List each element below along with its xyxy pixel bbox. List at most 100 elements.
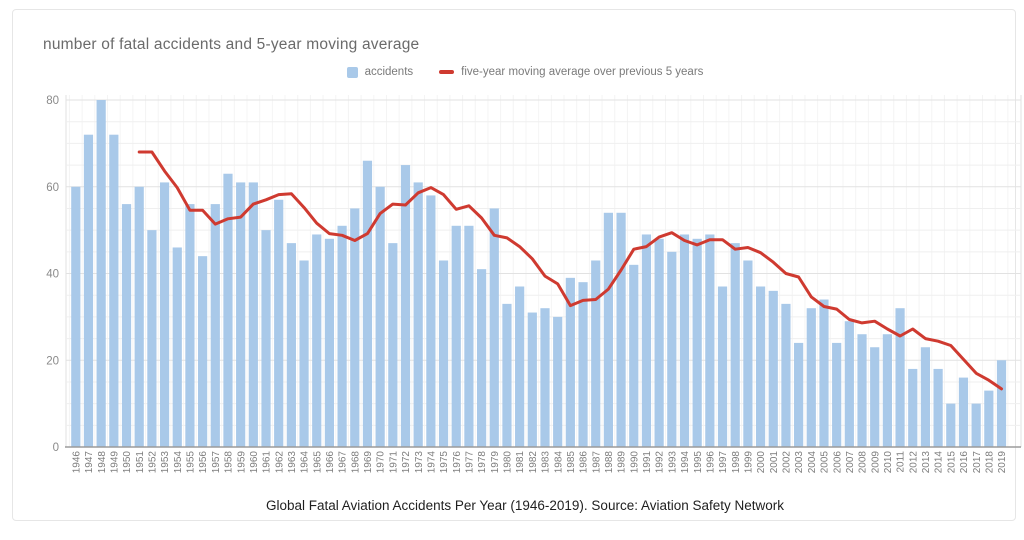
x-tick-label-1948: 1948 (97, 451, 108, 474)
x-tick-label-2004: 2004 (807, 451, 818, 474)
chart-caption: Global Fatal Aviation Accidents Per Year… (265, 498, 785, 513)
x-tick-label-2009: 2009 (870, 451, 881, 474)
x-tick-label-1967: 1967 (338, 451, 349, 474)
x-tick-label-2000: 2000 (756, 451, 767, 474)
x-tick-label-1984: 1984 (553, 451, 564, 474)
x-tick-label-1986: 1986 (579, 451, 590, 474)
bar-2009 (870, 347, 880, 447)
x-tick-label-1981: 1981 (515, 451, 526, 474)
x-tick-label-2017: 2017 (972, 451, 983, 474)
bar-1997 (717, 286, 728, 447)
x-tick-label-2002: 2002 (782, 451, 793, 474)
bar-1982 (527, 312, 537, 447)
moving-average-line (137, 150, 1003, 391)
bar-1981 (515, 286, 525, 447)
x-tick-label-2006: 2006 (832, 451, 843, 474)
bar-2018 (984, 390, 994, 447)
chart-title: number of fatal accidents and 5-year mov… (43, 36, 420, 53)
bar-1963 (286, 243, 296, 447)
bar-1947 (83, 134, 94, 447)
bar-1956 (198, 256, 208, 447)
bar-1948 (96, 100, 106, 447)
x-tick-label-1985: 1985 (566, 451, 577, 474)
x-tick-label-1982: 1982 (528, 451, 539, 474)
x-tick-label-1989: 1989 (617, 451, 628, 474)
bar-2004 (806, 308, 816, 447)
x-tick-label-2011: 2011 (896, 451, 907, 473)
chart-card: number of fatal accidents and 5-year mov… (12, 9, 1022, 521)
bar-1957 (210, 204, 220, 447)
y-tick-labels: 0 20 40 60 80 (46, 95, 59, 454)
bar-1979 (489, 208, 499, 447)
bar-2016 (958, 377, 969, 447)
x-tick-label-1974: 1974 (426, 451, 437, 474)
bar-2008 (857, 334, 867, 447)
x-tick-label-1963: 1963 (287, 451, 298, 474)
x-tick-label-1970: 1970 (376, 451, 387, 474)
bar-2001 (768, 290, 778, 447)
bar-1984 (553, 316, 563, 447)
legend-label-accidents: accidents (364, 66, 414, 78)
bar-1976 (451, 225, 461, 447)
x-tick-label-1951: 1951 (135, 451, 146, 474)
x-tick-label-1958: 1958 (224, 451, 235, 474)
bar-1969 (362, 160, 373, 447)
bar-1973 (413, 182, 423, 447)
bar-1962 (274, 199, 284, 447)
x-tick-label-1977: 1977 (465, 451, 476, 474)
bar-1971 (388, 243, 398, 447)
bar-1999 (743, 260, 753, 447)
bar-1991 (641, 234, 652, 447)
x-tick-label-1968: 1968 (350, 451, 361, 474)
x-tick-label-1953: 1953 (160, 451, 171, 474)
y-tick-label: 40 (46, 269, 59, 281)
x-tick-label-1949: 1949 (109, 451, 120, 474)
bar-2000 (755, 286, 766, 447)
x-tick-label-1952: 1952 (147, 451, 158, 474)
legend: accidents five-year moving average over … (13, 66, 1024, 78)
x-tick-label-1964: 1964 (300, 451, 311, 474)
bar-1974 (426, 195, 436, 447)
x-tick-label-2015: 2015 (946, 451, 957, 474)
x-gridlines (65, 95, 1022, 447)
bar-1965 (312, 234, 322, 447)
bar-1977 (464, 225, 474, 447)
x-tick-label-2007: 2007 (845, 451, 856, 474)
x-tick-label-1962: 1962 (274, 451, 285, 474)
bar-1989 (616, 212, 626, 447)
bar-2006 (832, 342, 842, 447)
bar-1972 (400, 165, 411, 447)
bar-1954 (172, 247, 182, 447)
x-tick-label-2005: 2005 (820, 451, 831, 474)
x-tick-label-1991: 1991 (642, 451, 653, 474)
bar-1949 (109, 134, 119, 447)
bar-1998 (730, 243, 740, 447)
y-tick-label: 60 (46, 182, 59, 194)
x-tick-label-1972: 1972 (401, 451, 412, 474)
bar-1964 (299, 260, 309, 447)
x-tick-label-1988: 1988 (604, 451, 615, 474)
x-tick-label-1996: 1996 (705, 451, 716, 474)
bar-2010 (882, 334, 892, 447)
bar-1990 (629, 264, 639, 447)
x-tick-label-1956: 1956 (198, 451, 209, 474)
bar-1970 (375, 186, 385, 447)
x-tick-label-1946: 1946 (71, 451, 82, 474)
bar-1992 (654, 238, 664, 447)
bar-1960 (248, 182, 258, 447)
bar-1980 (502, 303, 512, 447)
x-tick-label-1971: 1971 (388, 451, 399, 474)
x-tick-label-1983: 1983 (541, 451, 552, 474)
legend-item-accidents: accidents (346, 66, 414, 78)
x-tick-label-1957: 1957 (211, 451, 222, 474)
x-tick-label-1965: 1965 (312, 451, 323, 474)
x-tick-label-1947: 1947 (84, 451, 95, 474)
x-tick-labels: 1946 1947 1948 1949 1950 1951 1952 1953 1954 1955… (71, 451, 1008, 474)
x-tick-label-2013: 2013 (921, 451, 932, 474)
x-tick-label-2016: 2016 (959, 451, 970, 474)
x-tick-label-1999: 1999 (743, 451, 754, 474)
bar-2002 (781, 303, 791, 447)
x-tick-label-1998: 1998 (731, 451, 742, 474)
y-tick-label: 80 (46, 95, 59, 107)
bar-2005 (819, 299, 829, 447)
